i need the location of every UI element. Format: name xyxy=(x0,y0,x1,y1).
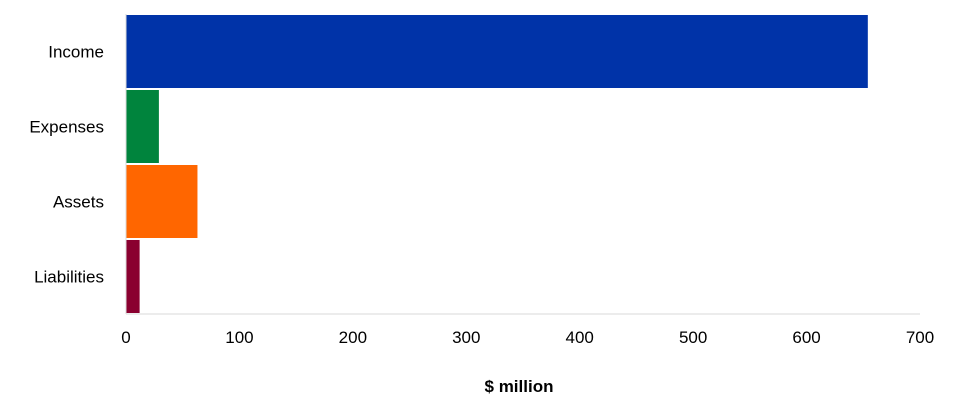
x-tick-label: 100 xyxy=(225,328,253,347)
category-label-assets: Assets xyxy=(53,193,104,212)
category-labels: Income Expenses Assets Liabilities xyxy=(29,43,104,287)
x-tick-label: 200 xyxy=(339,328,367,347)
bar-income xyxy=(126,15,868,88)
bar-liabilities xyxy=(126,240,140,313)
category-label-liabilities: Liabilities xyxy=(34,268,104,287)
bars-group xyxy=(126,15,868,313)
x-tick-label: 300 xyxy=(452,328,480,347)
x-tick-label: 700 xyxy=(906,328,934,347)
category-label-expenses: Expenses xyxy=(29,118,104,137)
bar-expenses xyxy=(126,90,159,163)
x-tick-label: 400 xyxy=(566,328,594,347)
x-tick-label: 500 xyxy=(679,328,707,347)
x-axis-title: $ million xyxy=(485,377,554,396)
x-tick-label: 600 xyxy=(792,328,820,347)
x-tick-labels: 0 100 200 300 400 500 600 700 xyxy=(121,328,934,347)
x-tick-label: 0 xyxy=(121,328,130,347)
category-label-income: Income xyxy=(48,43,104,62)
bar-assets xyxy=(126,165,198,238)
